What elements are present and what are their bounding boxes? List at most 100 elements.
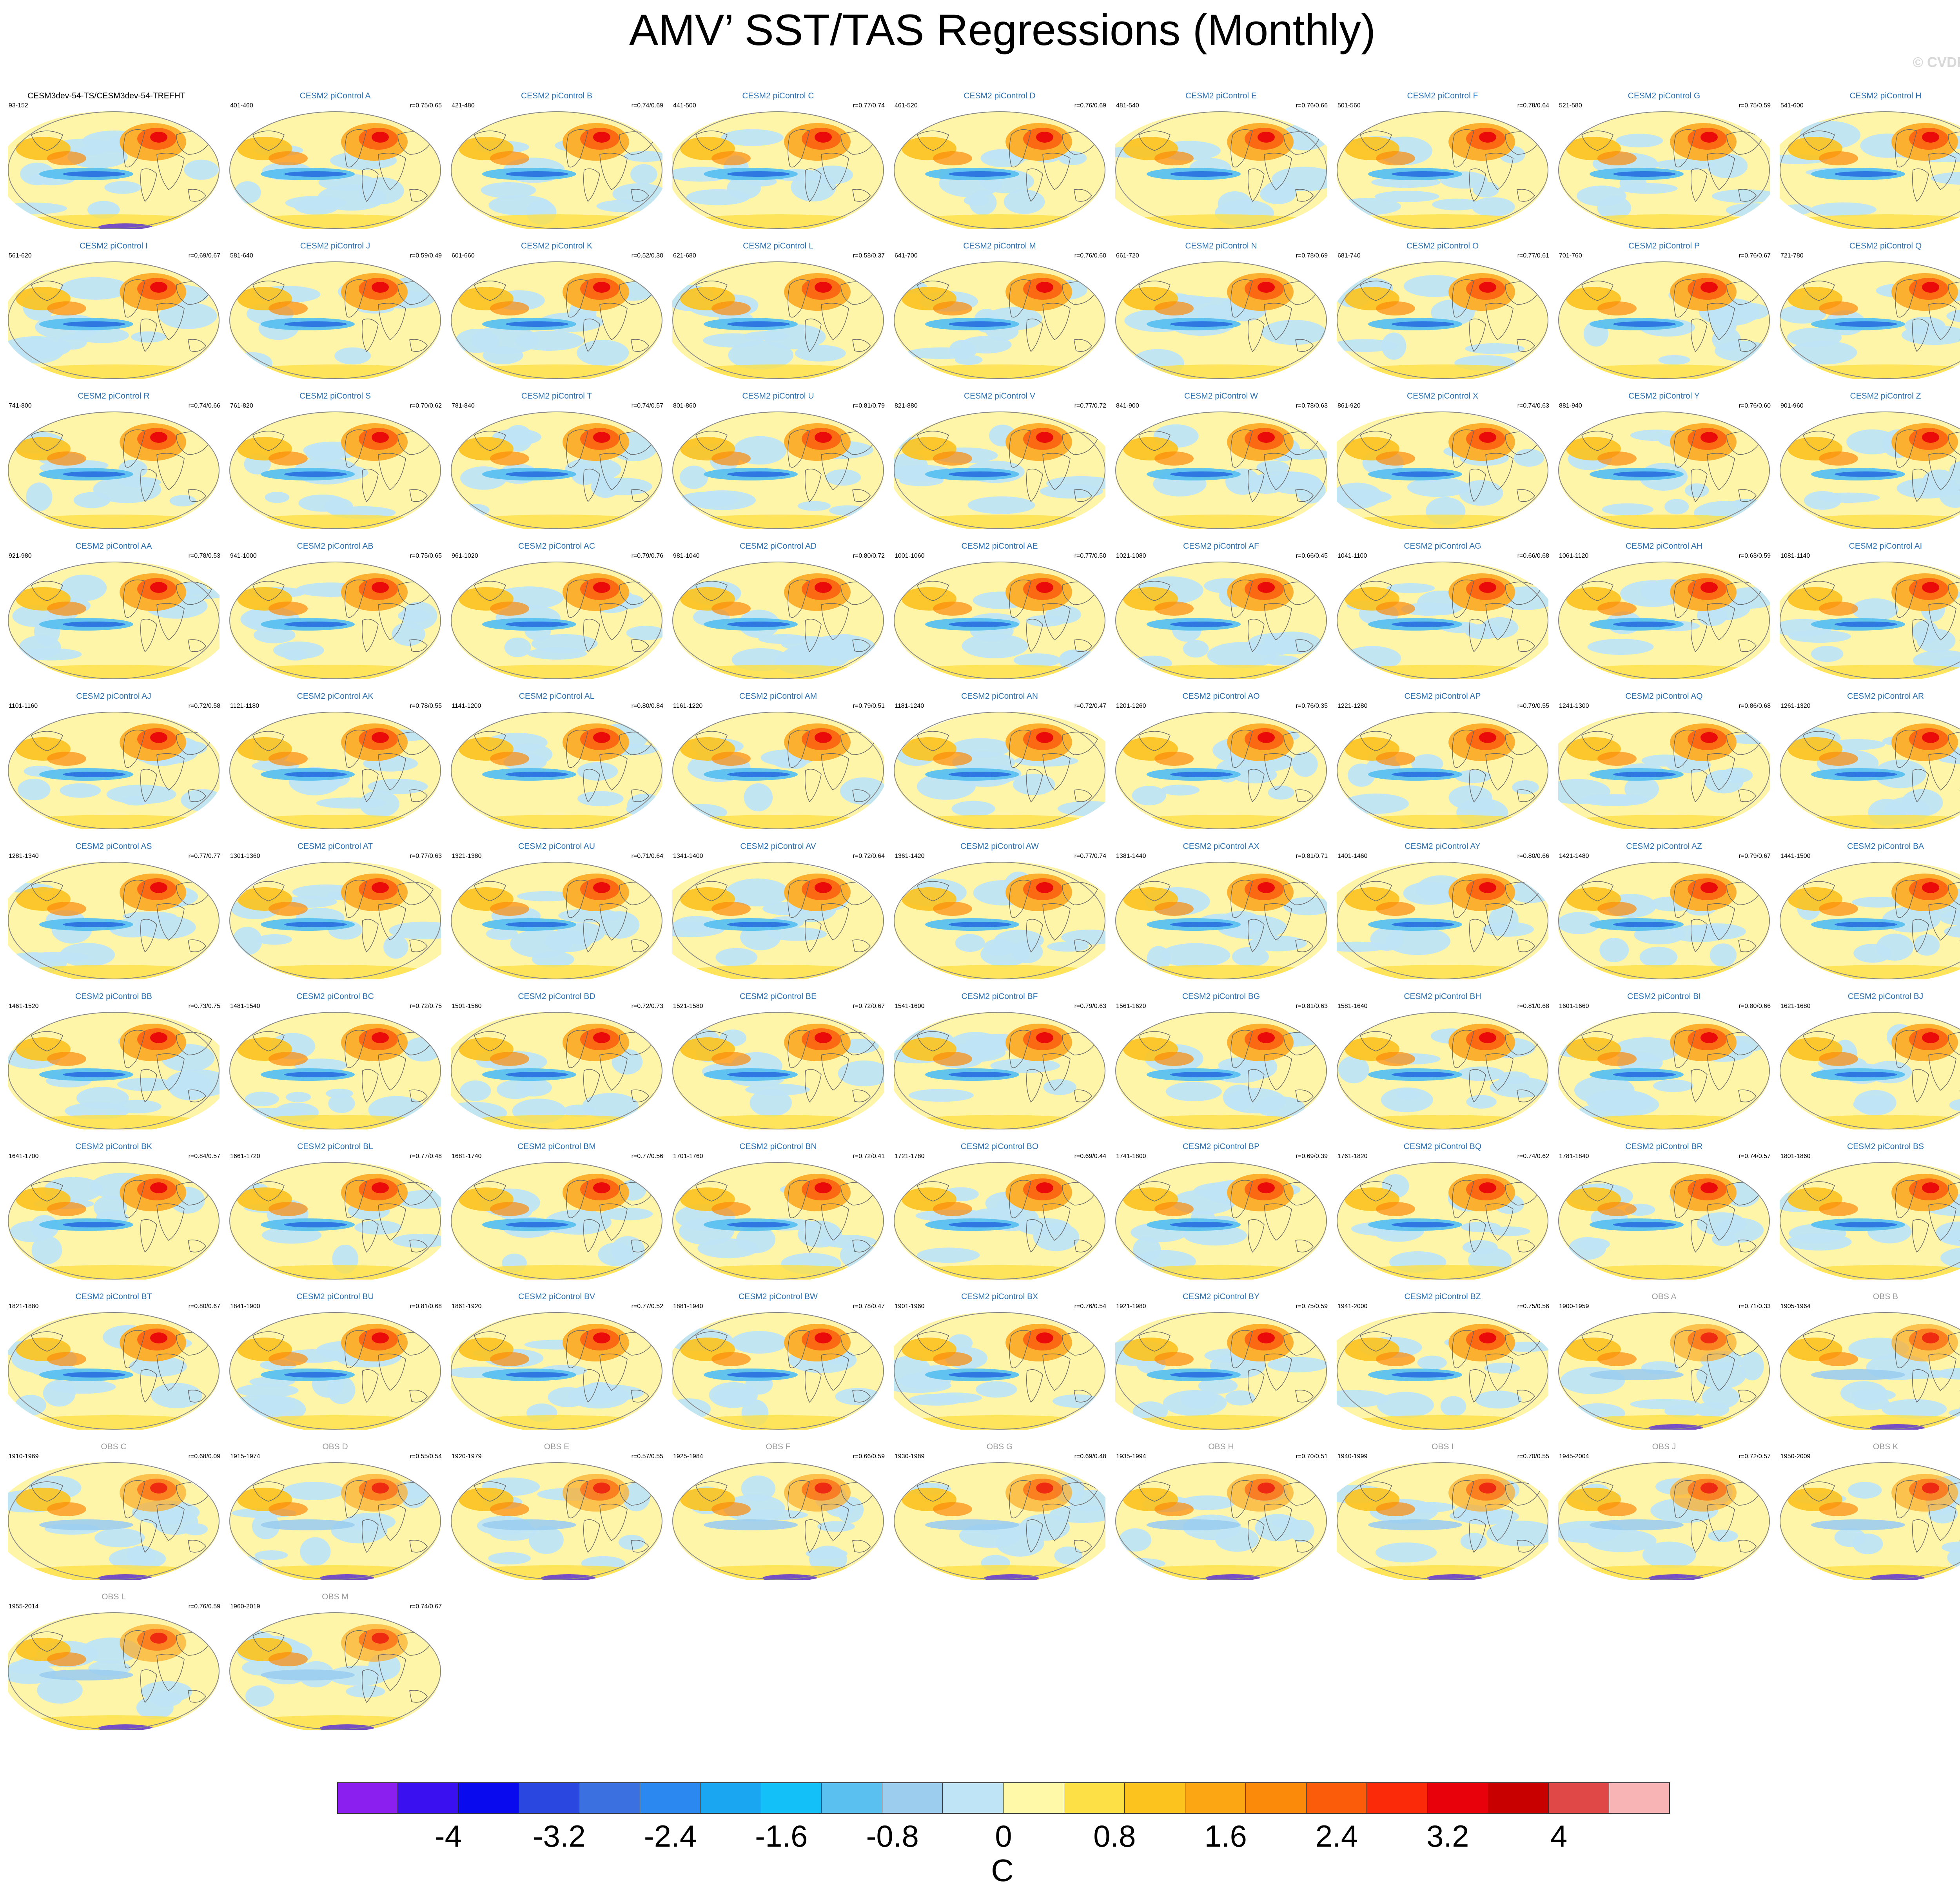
panel-years: 1481-1540 [230,1003,260,1010]
regression-map [8,562,220,679]
panel-years: 1601-1660 [1559,1003,1589,1010]
continent-outline [1691,919,1708,953]
globe-outline [8,261,220,379]
north-pacific-warm-core [269,451,308,466]
north-atlantic-warm-peak [1036,882,1053,893]
continent-outline [1895,1330,1917,1369]
north-atlantic-warm-peak [815,432,832,443]
cool-anomaly-patch [960,336,1012,353]
continent-outline [917,1181,949,1202]
north-pacific-warm-core [47,151,86,165]
continent-outline [140,1219,157,1253]
north-pacific-warm-core [711,451,751,466]
southern-ocean-band [1562,364,1766,379]
continent-outline [140,318,157,352]
tropical-pacific-cold-core [949,1222,1011,1227]
colorbar-tick-label: -0.8 [866,1819,919,1853]
continent-outline [1673,729,1696,768]
continent-outline [1469,1219,1486,1253]
regression-map [672,1462,884,1580]
continent-outline [852,1540,871,1553]
globe-outline [1115,111,1327,229]
cool-anomaly-patch [94,1528,145,1548]
cool-anomaly-patch [728,341,794,370]
continent-outline [917,1331,949,1352]
continent-outline [378,453,406,490]
continent-outline [123,1330,145,1369]
regression-map [1115,1012,1327,1129]
panel-title: CESM2 piControl AQ [1625,692,1703,701]
regression-map [894,1462,1105,1580]
north-atlantic-warm-peak [372,1332,389,1343]
continent-outline [345,1480,367,1519]
globe-outline [451,712,662,829]
southern-ocean-band [1784,515,1960,529]
continent-outline [852,1240,871,1253]
panel-years: 1955-2014 [9,1603,39,1610]
southern-ocean-band [1341,1265,1544,1280]
continent-outline [805,1519,822,1553]
cool-anomaly-patch [1019,1514,1070,1541]
continent-outline [1738,1390,1757,1403]
cool-anomaly-patch [104,181,141,194]
continent-outline [1074,639,1092,652]
tropical-pacific-cold-band [39,1519,133,1530]
panel-years: 1921-1980 [1116,1303,1146,1310]
north-pacific-warm-core [1376,902,1415,916]
panel-correlation: r=0.76/0.66 [1296,102,1328,109]
continent-outline [821,1503,849,1541]
panel-years: 1940-1999 [1338,1453,1368,1460]
panel-correlation: r=0.63/0.59 [1739,553,1771,559]
regression-map [894,261,1105,379]
cool-anomaly-patch [1630,1399,1700,1410]
southern-ocean-band [676,515,880,529]
globe-outline [1115,562,1327,679]
map-panel: OBS J 1945-2004 r=0.72/0.57 [1554,1442,1774,1591]
continent-outline [1912,468,1929,502]
southern-ocean-band [676,665,880,679]
continent-outline [188,1390,206,1403]
cool-anomaly-patch [1255,1514,1301,1542]
panel-correlation: r=0.75/0.65 [410,553,442,559]
colorbar-swatch [1609,1782,1670,1814]
north-atlantic-warm-peak [150,432,167,443]
panel-correlation: r=0.84/0.57 [188,1153,220,1160]
continent-outline [188,789,206,802]
continent-outline [31,1031,63,1051]
north-pacific-warm-core [269,1502,308,1516]
regression-map [1558,862,1770,979]
cool-anomaly-patch [736,1225,776,1253]
continent-outline [583,919,600,953]
panel-title: CESM2 piControl M [963,241,1036,250]
north-atlantic-warm-peak [1922,432,1939,443]
continent-outline [474,281,506,301]
panel-title: CESM2 piControl W [1184,392,1258,401]
cool-anomaly-patch [1852,897,1904,908]
globe-outline [672,1012,884,1129]
cool-anomaly-patch [93,476,162,503]
continent-outline [1248,618,1265,653]
panel-correlation: r=0.75/0.59 [1739,102,1771,109]
continent-outline [1009,429,1031,468]
cool-anomaly-patch [19,648,82,661]
cool-anomaly-patch [1901,789,1943,816]
tropical-pacific-cold-core [1613,321,1676,327]
panel-title: CESM2 piControl T [521,392,592,401]
cool-anomaly-patch [990,1058,1060,1073]
regression-map [894,562,1105,679]
southern-ocean-band [233,815,437,829]
colorbar-swatch [579,1782,640,1814]
cool-anomaly-patch [8,1660,47,1674]
regression-map [1780,411,1960,529]
north-atlantic-warm-peak [1036,132,1053,143]
cool-anomaly-patch [1664,498,1689,515]
continent-outline [140,618,157,653]
cool-anomaly-patch [577,762,618,781]
panel-years: 741-800 [9,402,32,409]
continent-outline [1009,1480,1031,1519]
panel-title: CESM2 piControl AR [1847,692,1924,701]
tropical-pacific-cold-core [63,471,125,477]
north-atlantic-warm-peak [1922,1182,1939,1193]
cool-anomaly-patch [1811,646,1844,662]
